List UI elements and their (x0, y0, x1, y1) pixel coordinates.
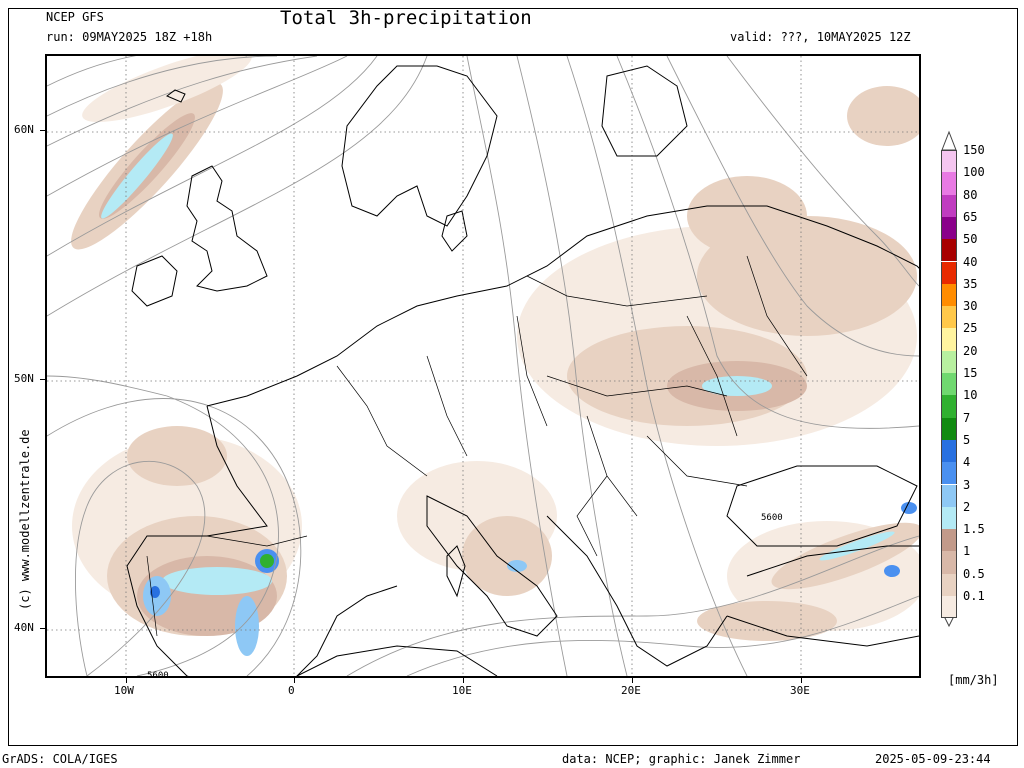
legend-swatch (941, 350, 957, 373)
country-borders (146, 255, 808, 637)
legend-swatch (941, 462, 957, 485)
legend-label: 3 (963, 477, 971, 492)
legend-label: 65 (963, 209, 978, 224)
map-title: Total 3h-precipitation (280, 7, 532, 29)
legend-label: 7 (963, 410, 971, 425)
legend-swatch (941, 395, 957, 418)
footer-software: GrADS: COLA/IGES (2, 752, 118, 766)
legend-swatch (941, 529, 957, 552)
watermark: (c) www.modellzentrale.de (18, 429, 32, 610)
legend-label: 80 (963, 187, 978, 202)
lon-label: 0 (288, 684, 295, 697)
lat-label: 50N (14, 372, 34, 385)
legend-label: 0.5 (963, 566, 985, 581)
legend-label: 15 (963, 366, 978, 380)
contour-label: 5600 (761, 513, 783, 523)
legend-label: 1 (963, 544, 971, 559)
run-info: run: 09MAY2025 18Z +18h (46, 30, 213, 44)
lon-label: 30E (790, 684, 810, 697)
lat-tick (40, 628, 45, 629)
figure-frame (8, 8, 1018, 746)
footer-credit: data: NCEP; graphic: Janek Zimmer (562, 752, 801, 766)
legend-label: 1.5 (963, 522, 985, 537)
legend-swatch (941, 328, 957, 351)
legend-label: 0.1 (963, 589, 985, 603)
valid-time: valid: ???, 10MAY2025 12Z (730, 30, 911, 44)
precipitation-map: 5600 5600 (45, 54, 921, 678)
legend-label: 2 (963, 499, 971, 514)
legend-swatch (941, 216, 957, 240)
lon-tick (632, 678, 633, 683)
coastlines (126, 65, 919, 676)
lon-label: 10W (114, 684, 134, 697)
legend-unit: [mm/3h] (948, 673, 999, 687)
lat-tick (40, 379, 45, 380)
legend-swatch (941, 239, 957, 262)
lon-label: 10E (452, 684, 472, 697)
lat-label: 40N (14, 621, 34, 634)
legend-swatch (941, 596, 957, 619)
legend-swatch (941, 484, 957, 507)
legend-label: 5 (963, 432, 971, 447)
lon-tick (294, 678, 295, 683)
legend-swatch (941, 283, 957, 307)
legend-label: 30 (963, 299, 978, 314)
legend-label: 10 (963, 388, 978, 403)
legend-swatch (941, 417, 957, 440)
precip-shading (71, 56, 919, 656)
legend-swatch (941, 194, 957, 217)
legend-label: 35 (963, 276, 978, 291)
footer-timestamp: 2025-05-09-23:44 (875, 752, 991, 766)
geopotential-contours (47, 56, 919, 676)
legend-swatch (941, 261, 957, 284)
legend-swatch (941, 506, 957, 530)
legend-swatch (941, 439, 957, 463)
legend-swatch (941, 551, 957, 574)
legend-swatch (941, 172, 957, 195)
legend-label: 100 (963, 165, 985, 180)
lat-label: 60N (14, 123, 34, 136)
legend-label: 20 (963, 343, 978, 358)
contour-label: 5600 (147, 671, 169, 676)
legend-label: 50 (963, 232, 978, 247)
legend-label: 4 (963, 455, 971, 470)
lat-lon-grid (47, 56, 919, 676)
legend-swatch (941, 150, 957, 173)
legend-swatch (941, 306, 957, 329)
lon-label: 20E (621, 684, 641, 697)
legend-label: 25 (963, 321, 978, 336)
legend-swatch (941, 573, 957, 596)
lat-tick (40, 130, 45, 131)
lon-tick (463, 678, 464, 683)
legend-swatch (941, 373, 957, 396)
legend-label: 150 (963, 143, 985, 157)
lon-tick (801, 678, 802, 683)
lon-tick (126, 678, 127, 683)
model-name: NCEP GFS (46, 10, 104, 24)
contour-label-group: 5600 5600 (147, 513, 783, 676)
legend-label: 40 (963, 254, 978, 269)
